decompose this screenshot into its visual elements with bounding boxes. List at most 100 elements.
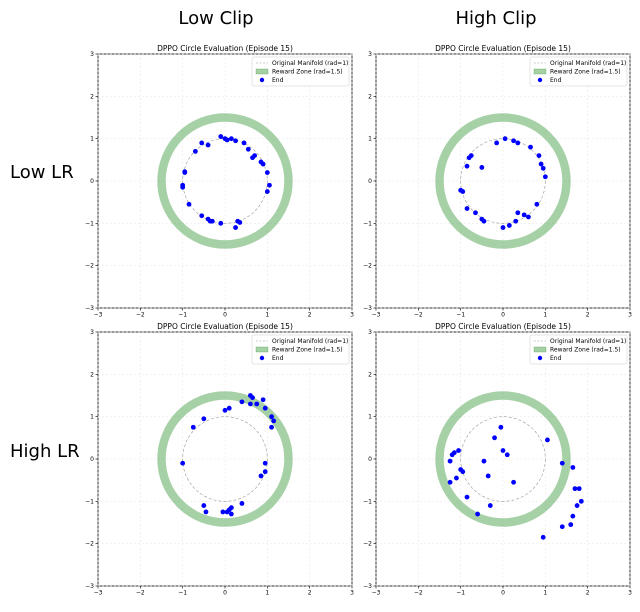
legend-reward-swatch xyxy=(255,68,269,75)
end-point xyxy=(186,201,192,207)
end-point xyxy=(267,182,272,188)
end-point xyxy=(540,165,546,171)
end-point xyxy=(576,486,582,492)
y-tick-label: 2 xyxy=(90,93,94,100)
legend-label: Original Manifold (rad=1) xyxy=(550,60,626,67)
original-manifold-circle xyxy=(182,416,268,502)
legend-label: Reward Zone (rad=1.5) xyxy=(550,347,621,354)
end-point xyxy=(254,401,260,407)
x-tick-label: −2 xyxy=(136,590,145,597)
end-point xyxy=(536,153,542,158)
end-point xyxy=(218,220,224,226)
end-point xyxy=(269,424,274,430)
end-point xyxy=(515,210,521,216)
end-point xyxy=(262,405,268,411)
chart-panel-high-lr-high-clip: DPPO Circle Evaluation (Episode 15) −3 −2 −… xyxy=(358,320,634,612)
row-header-low-lr: Low LR xyxy=(10,162,74,183)
x-tick-label: 0 xyxy=(223,590,227,597)
legend-label: Original Manifold (rad=1) xyxy=(272,338,348,345)
end-point xyxy=(239,501,245,506)
end-point xyxy=(447,479,453,485)
y-tick-label: 3 xyxy=(90,51,94,58)
plot-frame xyxy=(97,53,353,309)
end-point xyxy=(494,140,500,146)
legend-label: Original Manifold (rad=1) xyxy=(272,60,348,67)
y-tick-label: −2 xyxy=(363,263,372,270)
end-point xyxy=(570,465,576,470)
y-tick-label: −3 xyxy=(85,305,94,312)
end-point xyxy=(260,161,266,167)
end-point xyxy=(192,148,198,154)
end-point xyxy=(205,142,211,148)
y-tick-label: 3 xyxy=(90,329,94,336)
column-header-low-clip: Low Clip xyxy=(178,8,254,29)
end-point xyxy=(460,189,466,194)
end-point xyxy=(568,522,574,528)
x-tick-label: −3 xyxy=(94,312,103,319)
x-tick-label: −1 xyxy=(178,312,187,319)
x-tick-label: 3 xyxy=(350,312,354,319)
x-tick-label: 2 xyxy=(586,312,590,319)
x-tick-label: 1 xyxy=(543,590,547,597)
end-point xyxy=(574,503,580,508)
y-tick-label: 2 xyxy=(368,371,372,378)
legend-reward-swatch xyxy=(533,346,547,353)
chart-title: DPPO Circle Evaluation (Episode 15) xyxy=(157,322,293,331)
end-point xyxy=(479,165,485,170)
end-point xyxy=(271,418,277,424)
chart-title: DPPO Circle Evaluation (Episode 15) xyxy=(157,44,293,53)
legend-label: Reward Zone (rad=1.5) xyxy=(272,347,343,354)
chart-panel-low-lr-low-clip: DPPO Circle Evaluation (Episode 15) −3 −2 −… xyxy=(80,42,356,334)
end-point xyxy=(201,416,207,422)
legend-label: Reward Zone (rad=1.5) xyxy=(272,69,343,76)
end-point xyxy=(464,163,470,169)
end-point xyxy=(502,136,508,142)
end-point xyxy=(460,469,466,475)
x-tick-label: 2 xyxy=(308,312,312,319)
legend-box xyxy=(251,56,350,87)
y-tick-label: −3 xyxy=(363,305,372,312)
end-point xyxy=(239,399,245,405)
end-point xyxy=(233,138,238,144)
end-point xyxy=(262,469,268,475)
legend-reward-swatch xyxy=(533,68,547,75)
end-point xyxy=(182,169,188,175)
y-tick-label: 1 xyxy=(90,414,94,421)
end-point xyxy=(515,140,521,146)
end-point xyxy=(203,509,209,515)
end-point xyxy=(180,184,186,190)
legend-label: End xyxy=(550,355,562,362)
end-point xyxy=(540,534,546,540)
end-point xyxy=(180,460,186,466)
y-tick-label: 1 xyxy=(90,136,94,143)
column-header-high-clip: High Clip xyxy=(455,8,537,29)
end-point xyxy=(506,223,512,228)
end-point xyxy=(233,225,238,230)
reward-zone-ring xyxy=(435,113,571,249)
x-tick-label: 1 xyxy=(543,312,547,319)
legend-end-swatch xyxy=(537,77,543,83)
legend-end-swatch xyxy=(259,355,265,361)
end-point xyxy=(222,407,228,413)
x-tick-label: 1 xyxy=(265,312,269,319)
plot-frame xyxy=(97,331,353,587)
end-point xyxy=(504,452,510,458)
y-tick-label: −1 xyxy=(85,498,94,505)
end-point xyxy=(447,458,453,464)
reward-zone-ring xyxy=(435,391,571,527)
end-point xyxy=(209,218,215,224)
y-tick-label: 0 xyxy=(368,456,372,463)
y-tick-label: 2 xyxy=(368,93,372,100)
end-point xyxy=(190,424,196,430)
end-point xyxy=(264,189,270,194)
y-tick-label: 0 xyxy=(90,456,94,463)
row-header-high-lr: High LR xyxy=(10,441,80,462)
legend-end-swatch xyxy=(537,355,543,361)
legend-label: End xyxy=(272,355,284,362)
end-point xyxy=(559,460,565,466)
end-point xyxy=(248,401,253,407)
end-point xyxy=(578,498,584,504)
y-tick-label: 0 xyxy=(368,178,372,185)
legend-label: End xyxy=(272,77,284,84)
end-point xyxy=(260,397,266,403)
